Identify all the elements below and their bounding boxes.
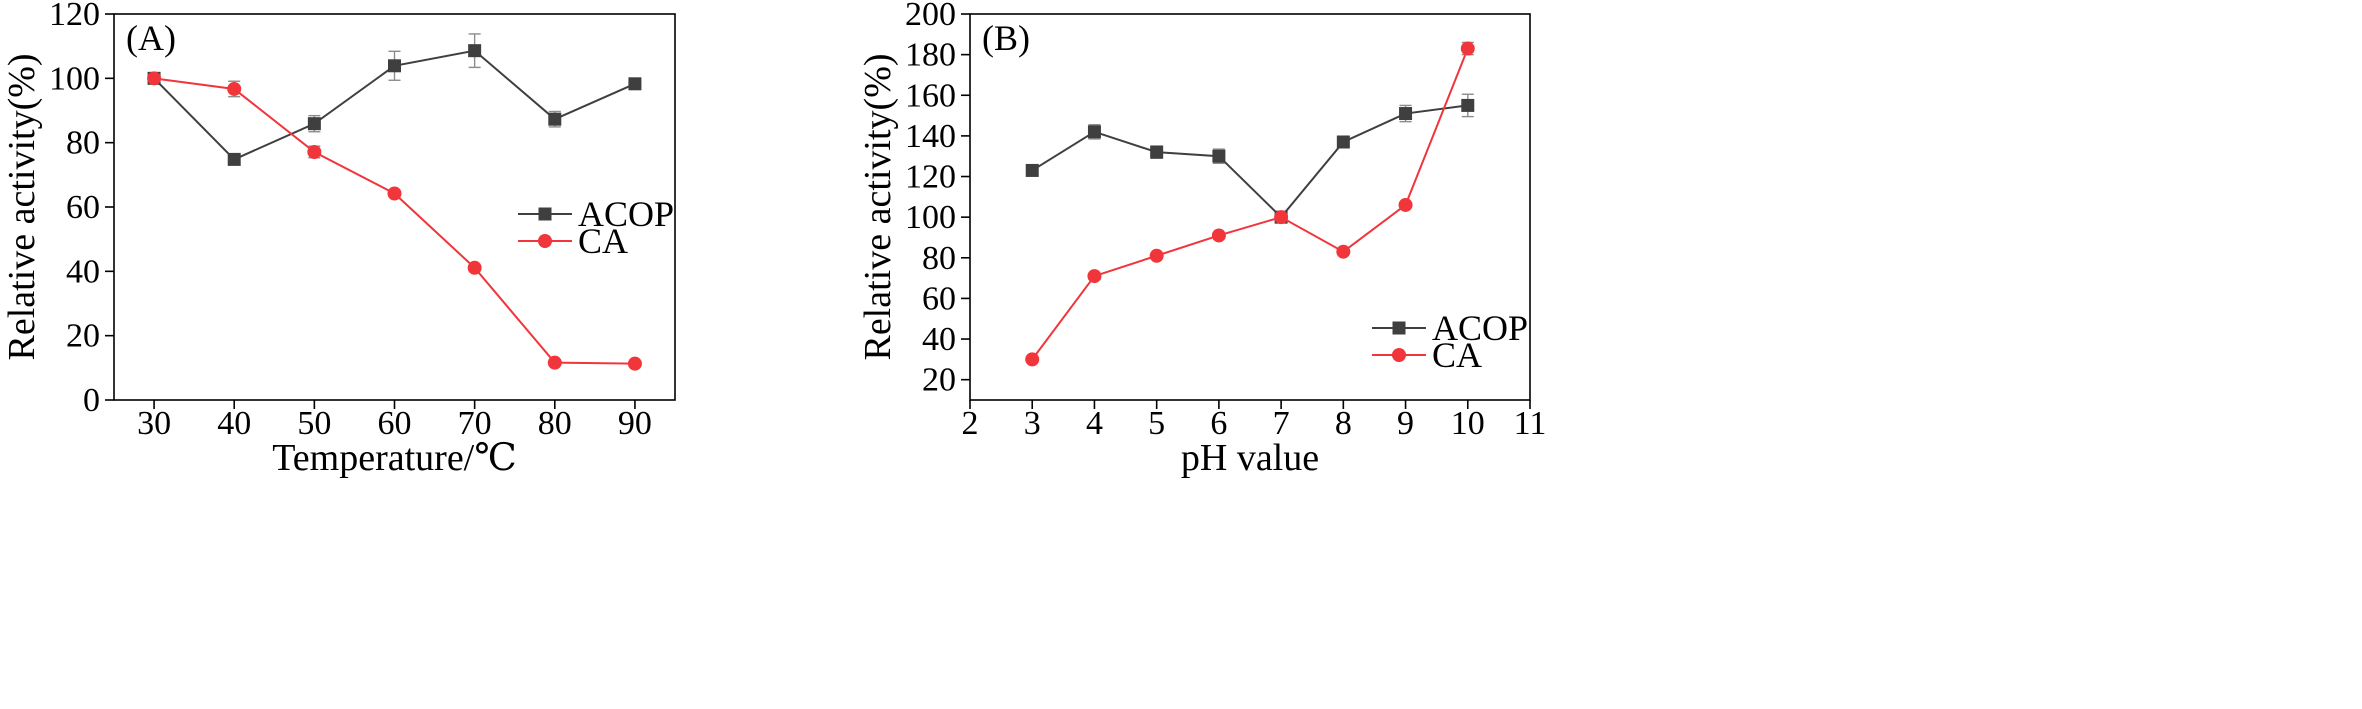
data-point <box>1150 145 1164 159</box>
y-tick-label: 60 <box>66 189 100 226</box>
panel-label: (B) <box>982 18 1030 58</box>
data-point <box>467 260 482 275</box>
y-tick-label: 40 <box>922 321 956 358</box>
y-tick-label: 180 <box>905 37 956 74</box>
data-point <box>227 152 241 166</box>
series-line-ca <box>153 77 635 365</box>
data-point <box>307 144 322 159</box>
data-point <box>387 186 402 201</box>
y-tick-label: 20 <box>66 318 100 355</box>
x-tick-label: 70 <box>458 405 492 442</box>
data-point <box>1212 149 1226 163</box>
x-tick-label: 7 <box>1273 405 1290 442</box>
y-tick-label: 40 <box>66 253 100 290</box>
x-tick-label: 4 <box>1086 405 1103 442</box>
y-tick-label: 160 <box>905 77 956 114</box>
series-line-ca <box>1031 48 1469 360</box>
legend-label: CA <box>578 221 628 261</box>
data-point <box>147 71 162 86</box>
y-tick-label: 60 <box>922 280 956 317</box>
legend-label: ACOP <box>578 194 674 234</box>
data-point <box>1087 125 1101 139</box>
x-tick-label: 11 <box>1514 405 1547 442</box>
legend-marker <box>538 234 552 248</box>
legend-marker <box>538 207 552 221</box>
x-tick-label: 90 <box>618 405 652 442</box>
data-point <box>1399 107 1413 121</box>
y-tick-label: 0 <box>83 382 100 419</box>
legend-marker <box>1392 348 1406 362</box>
series-acop <box>147 33 642 166</box>
data-point <box>1398 197 1413 212</box>
x-tick-label: 8 <box>1335 405 1352 442</box>
data-point <box>1460 41 1475 56</box>
data-point <box>1025 352 1040 367</box>
series-acop <box>1025 93 1475 224</box>
data-point <box>307 117 321 131</box>
x-tick-label: 5 <box>1148 405 1165 442</box>
data-point <box>1336 135 1350 149</box>
x-axis-label: pH value <box>1181 437 1319 479</box>
data-point <box>547 355 562 370</box>
y-tick-label: 100 <box>905 199 956 236</box>
x-tick-label: 50 <box>297 405 331 442</box>
x-tick-label: 40 <box>217 405 251 442</box>
x-tick-label: 6 <box>1210 405 1227 442</box>
chart-panel-a: 30 40 50 60 70 80 90 0 20 40 60 80 100 120 Temperature… <box>1 0 676 479</box>
series-ca <box>1025 41 1475 367</box>
data-point <box>1274 210 1289 225</box>
data-point <box>388 59 401 73</box>
x-tick-label: 10 <box>1451 405 1485 442</box>
x-axis-label: Temperature/℃ <box>272 437 517 479</box>
data-point <box>468 44 482 58</box>
data-point <box>1461 98 1475 112</box>
legend-label: ACOP <box>1432 308 1528 348</box>
y-tick-label: 120 <box>905 159 956 196</box>
x-tick-label: 30 <box>137 405 171 442</box>
y-tick-label: 80 <box>922 240 956 277</box>
series-ca <box>147 71 642 371</box>
y-tick-label: 80 <box>66 125 100 162</box>
x-tick-label: 3 <box>1024 405 1041 442</box>
y-tick-label: 100 <box>49 60 100 97</box>
y-axis-label: Relative activity(%) <box>1 53 43 360</box>
x-tick-label: 60 <box>378 405 412 442</box>
y-axis-label: Relative activity(%) <box>857 53 899 360</box>
y-tick-label: 20 <box>922 362 956 399</box>
data-point <box>1336 244 1351 259</box>
x-tick-label: 80 <box>538 405 572 442</box>
x-tick-label: 9 <box>1397 405 1414 442</box>
y-tick-label: 120 <box>49 0 100 33</box>
panel-label: (A) <box>126 18 176 58</box>
series-line-acop <box>1031 104 1468 219</box>
data-point <box>548 112 562 126</box>
data-point <box>627 356 642 371</box>
data-point <box>1087 269 1102 284</box>
x-tick-label: 2 <box>962 405 979 442</box>
legend-label: CA <box>1432 335 1482 375</box>
y-tick-label: 140 <box>905 118 956 155</box>
data-point <box>1149 248 1164 263</box>
data-point <box>1025 163 1039 177</box>
data-point <box>1211 228 1226 243</box>
data-point <box>227 81 242 96</box>
plot-frame <box>969 13 1531 401</box>
y-tick-label: 200 <box>905 0 956 33</box>
legend-marker <box>1392 321 1406 335</box>
data-point <box>628 77 642 91</box>
